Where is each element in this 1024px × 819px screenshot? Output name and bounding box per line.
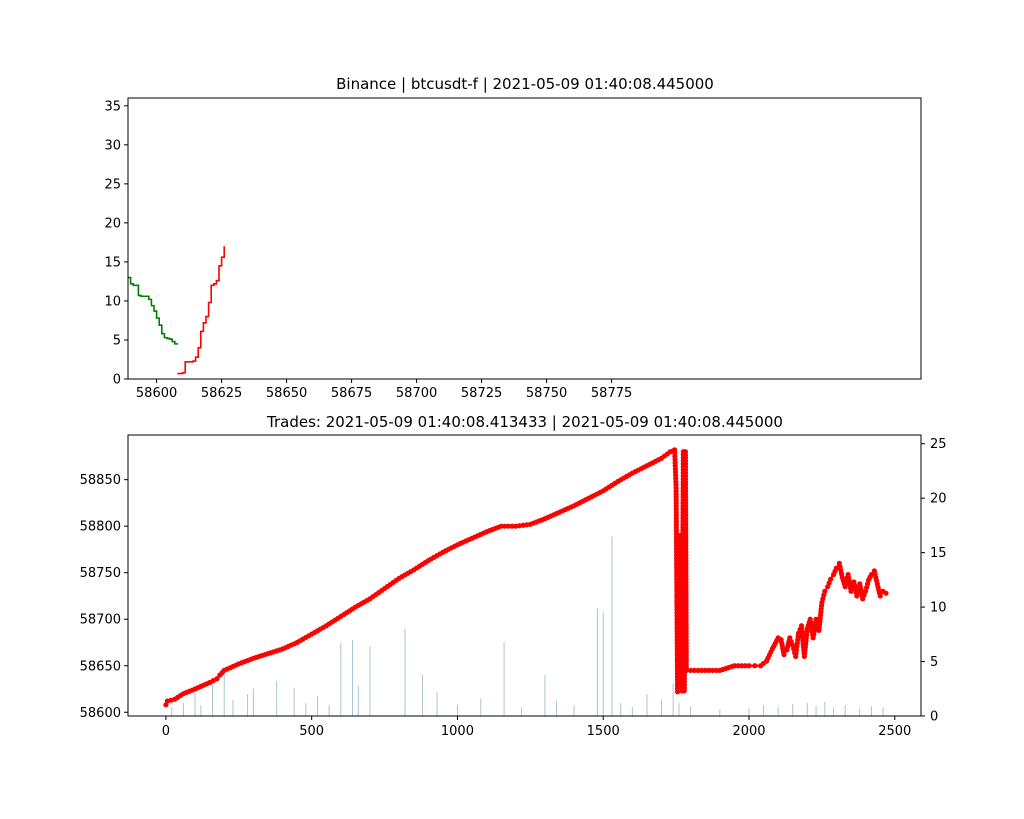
top-y-tick-label: 25	[104, 177, 121, 192]
bottom-right-y-tick-label: 10	[930, 601, 947, 616]
price-point	[752, 663, 758, 669]
bottom-x-tick-label: 1000	[441, 724, 474, 739]
bottom-plot-frame	[127, 434, 922, 717]
bottom-left-y-tick-label: 58750	[80, 566, 121, 581]
price-point	[746, 663, 752, 669]
bottom-left-y-tick-label: 58700	[80, 613, 121, 628]
top-series-group	[128, 246, 225, 375]
top-x-tick-label: 58650	[266, 386, 307, 401]
bottom-x-axis-ticks: 0 500 1000 1500 2000 2500	[162, 716, 911, 739]
price-series-group	[163, 447, 889, 708]
bottom-right-y-tick-label: 25	[930, 437, 947, 452]
top-chart-title: Binance | btcusdt-f | 2021-05-09 01:40:0…	[336, 75, 714, 93]
price-line	[164, 448, 887, 706]
price-point	[691, 667, 697, 674]
bottom-x-tick-label: 0	[162, 724, 170, 739]
price-point	[713, 667, 719, 674]
volume-bars-group	[171, 536, 884, 716]
bottom-right-y-tick-label: 5	[930, 655, 938, 670]
top-y-tick-label: 15	[104, 255, 121, 270]
price-point	[735, 663, 741, 669]
top-y-tick-label: 35	[104, 99, 121, 114]
top-x-tick-label: 58725	[461, 386, 502, 401]
bottom-chart-title: Trades: 2021-05-09 01:40:08.413433 | 202…	[266, 413, 783, 431]
orderbook-depth-chart: 58600 58625 58650 58675 58700 58725 58750 58775…	[104, 97, 922, 401]
bids-depth-line	[128, 276, 179, 345]
price-point	[702, 667, 708, 674]
top-y-tick-label: 10	[104, 294, 121, 309]
price-point	[695, 667, 701, 674]
price-point	[709, 667, 716, 674]
price-point	[214, 676, 220, 682]
top-y-tick-label: 0	[113, 373, 121, 388]
top-plot-frame	[127, 97, 922, 380]
bottom-left-y-tick-label: 58850	[80, 473, 121, 488]
bottom-x-tick-label: 500	[299, 724, 324, 739]
top-x-tick-label: 58600	[136, 386, 177, 401]
price-point	[883, 590, 889, 596]
top-x-tick-label: 58625	[201, 386, 242, 401]
price-point	[509, 523, 515, 529]
top-y-tick-label: 30	[104, 138, 121, 153]
bottom-left-y-tick-label: 58650	[80, 659, 121, 674]
price-point	[739, 663, 745, 669]
top-x-axis-ticks: 58600 58625 58650 58675 58700 58725 58750 58775	[136, 379, 632, 401]
price-point	[688, 667, 694, 674]
price-point	[502, 523, 508, 529]
bottom-left-y-tick-label: 58600	[80, 706, 121, 721]
top-y-tick-label: 5	[113, 333, 121, 348]
price-point	[742, 663, 748, 669]
bottom-right-y-tick-label: 0	[930, 710, 938, 725]
top-x-tick-label: 58675	[331, 386, 372, 401]
price-point	[781, 651, 787, 658]
price-point	[498, 523, 504, 529]
top-x-tick-label: 58700	[396, 386, 437, 401]
trades-chart: 0 500 1000 1500 2000 2500 58600 58650 58700 5875…	[80, 434, 947, 739]
top-y-tick-label: 20	[104, 216, 121, 231]
top-x-tick-label: 58750	[526, 386, 567, 401]
bottom-left-y-tick-label: 58800	[80, 520, 121, 535]
bottom-right-y-tick-label: 20	[930, 492, 947, 507]
price-point	[706, 667, 712, 674]
price-point	[877, 593, 883, 599]
bottom-right-y-axis-ticks: 0 5 10 15 20 25	[921, 437, 947, 725]
bottom-right-y-tick-label: 15	[930, 546, 947, 561]
bottom-x-tick-label: 2500	[878, 724, 911, 739]
price-point	[731, 663, 738, 669]
bottom-x-tick-label: 1500	[587, 724, 620, 739]
price-point	[699, 667, 705, 674]
price-point	[822, 588, 828, 594]
price-point	[505, 523, 512, 529]
top-x-tick-label: 58775	[591, 386, 632, 401]
price-point	[683, 667, 689, 674]
top-y-axis-ticks: 0 5 10 15 20 25 30 35	[104, 99, 128, 388]
bottom-x-tick-label: 2000	[732, 724, 765, 739]
price-point	[828, 576, 834, 582]
asks-depth-line	[177, 246, 225, 375]
bottom-left-y-axis-ticks: 58600 58650 58700 58750 58800 58850	[80, 473, 128, 721]
